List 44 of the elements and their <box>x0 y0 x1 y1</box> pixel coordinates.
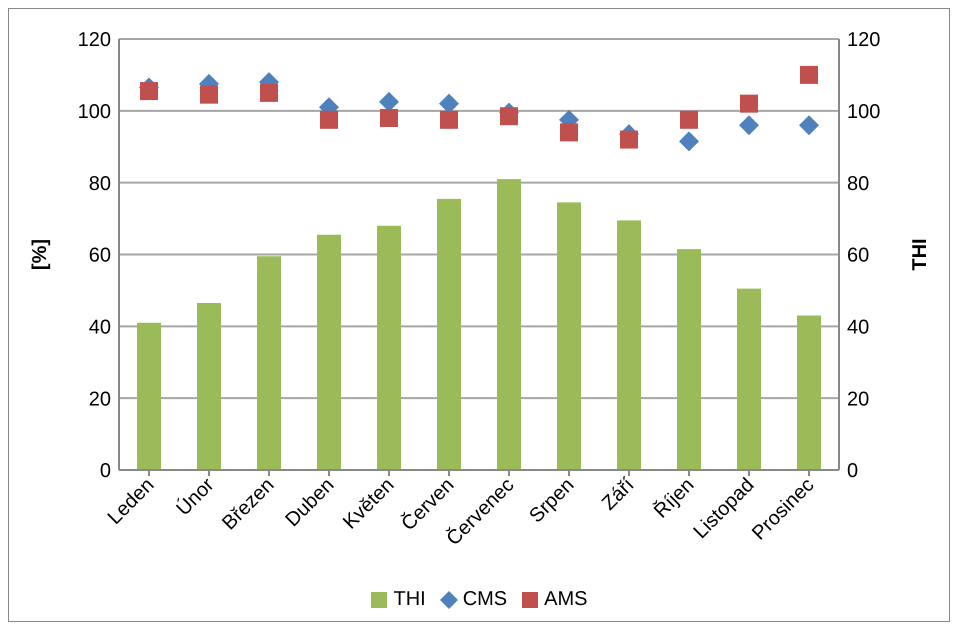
point <box>320 110 338 129</box>
y-tick-label: 120 <box>78 29 111 52</box>
point <box>739 115 759 136</box>
y-tick-label: 40 <box>88 316 111 338</box>
y-tick-label: 20 <box>88 388 111 410</box>
y2-tick-label: 60 <box>847 244 870 267</box>
point <box>799 115 819 136</box>
point <box>679 131 699 152</box>
point <box>200 86 218 104</box>
y2-tick-label: 80 <box>847 172 870 195</box>
bar <box>677 249 701 470</box>
bar <box>317 234 341 470</box>
bar <box>257 256 281 470</box>
bar <box>617 220 641 470</box>
point <box>620 130 638 149</box>
bar <box>437 198 461 470</box>
y-axis-title: [%] <box>29 238 52 270</box>
bar <box>137 322 161 470</box>
point <box>560 123 578 142</box>
point <box>680 110 698 129</box>
bar <box>737 288 761 470</box>
y2-tick-label: 100 <box>847 100 880 123</box>
y-tick-label: 0 <box>100 460 111 482</box>
y-tick-label: 60 <box>88 244 111 267</box>
bar <box>797 316 821 470</box>
bar <box>197 302 221 470</box>
bar <box>497 179 521 470</box>
bar <box>557 202 581 470</box>
legend-label: AMS <box>544 588 588 611</box>
y2-tick-label: 120 <box>847 29 880 52</box>
point <box>260 84 278 102</box>
y2-tick-label: 0 <box>847 460 858 482</box>
legend-label: THI <box>393 588 426 611</box>
bar <box>377 226 401 470</box>
y2-tick-label: 20 <box>847 388 870 410</box>
y-tick-label: 80 <box>88 172 111 195</box>
y2-tick-label: 40 <box>847 316 870 338</box>
point <box>800 66 818 84</box>
point <box>740 94 758 113</box>
y2-axis-title: THI <box>909 238 932 271</box>
y-tick-label: 100 <box>78 100 111 123</box>
point <box>440 110 458 129</box>
point <box>380 109 398 128</box>
legend-label: CMS <box>462 588 508 611</box>
